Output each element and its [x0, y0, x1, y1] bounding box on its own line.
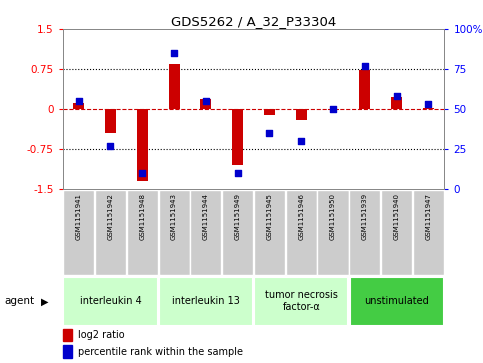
- Point: [234, 170, 242, 176]
- FancyBboxPatch shape: [63, 277, 157, 326]
- Bar: [232, 109, 243, 165]
- Point: [266, 130, 273, 136]
- Text: ▶: ▶: [41, 296, 49, 306]
- Bar: [105, 109, 116, 133]
- FancyBboxPatch shape: [285, 189, 317, 275]
- FancyBboxPatch shape: [254, 277, 348, 326]
- Point: [393, 93, 400, 99]
- FancyBboxPatch shape: [222, 189, 253, 275]
- FancyBboxPatch shape: [63, 189, 94, 275]
- FancyBboxPatch shape: [254, 189, 285, 275]
- Point: [107, 143, 114, 148]
- FancyBboxPatch shape: [95, 189, 126, 275]
- Bar: [359, 70, 370, 109]
- Text: GSM1151940: GSM1151940: [394, 193, 399, 240]
- Text: GSM1151950: GSM1151950: [330, 193, 336, 240]
- Point: [75, 98, 83, 104]
- Point: [329, 106, 337, 112]
- FancyBboxPatch shape: [190, 189, 222, 275]
- Bar: [137, 109, 148, 181]
- Text: interleukin 4: interleukin 4: [80, 296, 142, 306]
- FancyBboxPatch shape: [317, 189, 349, 275]
- FancyBboxPatch shape: [127, 189, 158, 275]
- Text: GSM1151946: GSM1151946: [298, 193, 304, 240]
- Text: GSM1151941: GSM1151941: [76, 193, 82, 240]
- Point: [139, 170, 146, 176]
- Text: interleukin 13: interleukin 13: [172, 296, 240, 306]
- Point: [361, 63, 369, 69]
- Point: [202, 98, 210, 104]
- Point: [425, 101, 432, 107]
- Text: GSM1151948: GSM1151948: [139, 193, 145, 240]
- Text: percentile rank within the sample: percentile rank within the sample: [78, 347, 243, 356]
- Bar: [169, 64, 180, 109]
- Title: GDS5262 / A_32_P33304: GDS5262 / A_32_P33304: [171, 15, 336, 28]
- Text: GSM1151939: GSM1151939: [362, 193, 368, 240]
- Point: [298, 138, 305, 144]
- FancyBboxPatch shape: [350, 277, 444, 326]
- Bar: [423, 108, 434, 109]
- Text: GSM1151945: GSM1151945: [267, 193, 272, 240]
- FancyBboxPatch shape: [159, 277, 253, 326]
- Text: agent: agent: [5, 296, 35, 306]
- Bar: [73, 102, 84, 109]
- Text: GSM1151943: GSM1151943: [171, 193, 177, 240]
- Bar: [391, 97, 402, 109]
- FancyBboxPatch shape: [158, 189, 190, 275]
- Bar: [63, 329, 72, 341]
- Bar: [296, 109, 307, 119]
- Text: tumor necrosis
factor-α: tumor necrosis factor-α: [265, 290, 338, 312]
- Text: GSM1151949: GSM1151949: [235, 193, 241, 240]
- Bar: [327, 109, 339, 110]
- Text: unstimulated: unstimulated: [364, 296, 429, 306]
- FancyBboxPatch shape: [413, 189, 444, 275]
- Text: GSM1151942: GSM1151942: [108, 193, 114, 240]
- Point: [170, 50, 178, 56]
- Bar: [264, 109, 275, 115]
- FancyBboxPatch shape: [349, 189, 381, 275]
- Text: log2 ratio: log2 ratio: [78, 330, 125, 340]
- Bar: [63, 345, 72, 358]
- Bar: [200, 99, 212, 109]
- FancyBboxPatch shape: [381, 189, 412, 275]
- Text: GSM1151947: GSM1151947: [426, 193, 431, 240]
- Text: GSM1151944: GSM1151944: [203, 193, 209, 240]
